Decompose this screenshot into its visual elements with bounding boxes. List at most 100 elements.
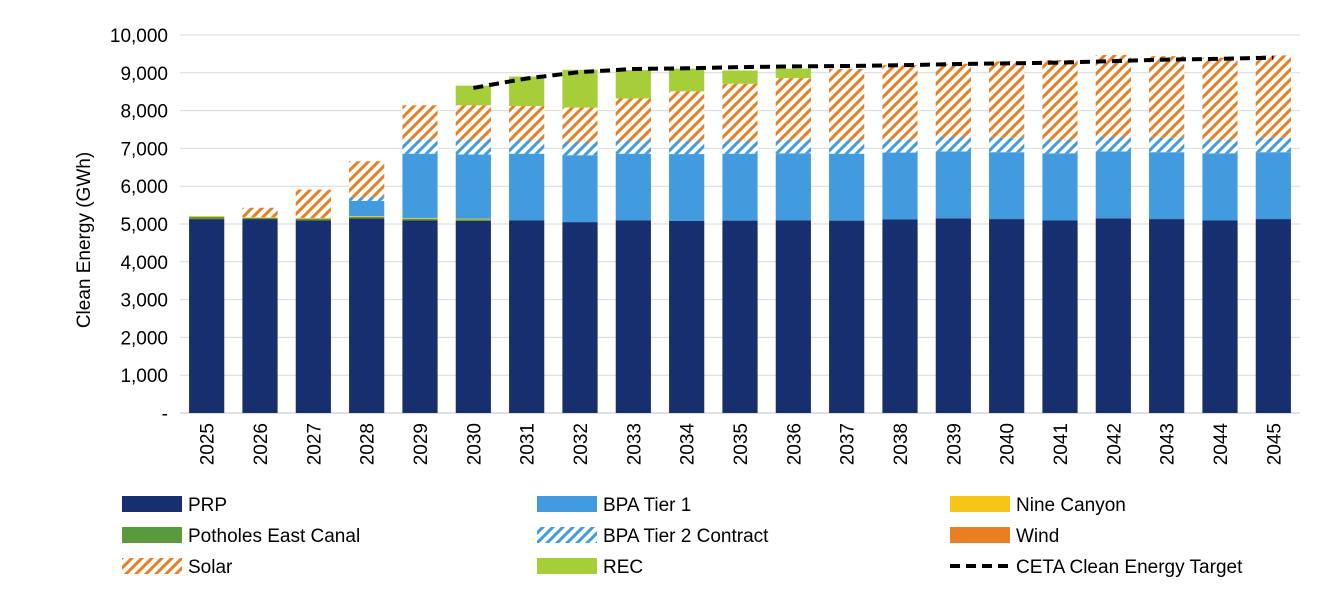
bar-bpa-tier-2-contract-2029 (402, 139, 438, 154)
bar-bpa-tier-2-contract-2028 (349, 197, 385, 201)
legend-item-bpa-tier-2-contract: BPA Tier 2 Contract (537, 526, 769, 547)
bar-bpa-tier-2-contract-2043 (1149, 137, 1185, 153)
bar-potholes-east-canal-2030 (455, 219, 491, 221)
bar-bpa-tier-2-contract-2045 (1255, 137, 1291, 153)
bar-bpa-tier-1-2030 (455, 154, 491, 219)
bar-bpa-tier-1-2029 (402, 153, 438, 218)
y-tick-label: 4,000 (120, 253, 168, 274)
bar-solar-2034 (669, 91, 705, 141)
bar-nine-canyon-2027 (295, 217, 331, 219)
bar-solar-2036 (775, 78, 811, 140)
bar-group-2039 (935, 63, 971, 413)
bar-solar-2032 (562, 107, 598, 142)
legend-swatch (122, 496, 182, 512)
x-tick-label: 2042 (1104, 423, 1125, 465)
y-tick-label: 7,000 (120, 139, 168, 160)
bar-solar-2044 (1202, 57, 1238, 140)
legend-swatch (537, 527, 597, 543)
legend-label: CETA Clean Energy Target (1016, 557, 1243, 578)
bar-bpa-tier-1-2041 (1042, 153, 1078, 221)
legend-swatch (537, 558, 597, 574)
ceta-target-line (472, 55, 1274, 90)
bar-group-2043 (1149, 56, 1185, 413)
bar-nine-canyon-2030 (455, 218, 491, 220)
bar-bpa-tier-1-2039 (935, 151, 971, 219)
bar-solar-2043 (1149, 56, 1185, 138)
bar-group-2026 (242, 207, 278, 413)
bar-bpa-tier-1-2044 (1202, 153, 1238, 221)
y-tick-label: 3,000 (120, 291, 168, 312)
bar-group-2036 (775, 68, 811, 413)
bar-bpa-tier-1-2043 (1149, 152, 1185, 220)
x-tick-label: 2031 (518, 423, 539, 465)
bar-bpa-tier-2-contract-2038 (882, 139, 918, 153)
bar-prp-2030 (455, 220, 491, 413)
bar-bpa-tier-1-2045 (1255, 152, 1291, 220)
bar-solar-2042 (1095, 55, 1131, 138)
legend-label: Nine Canyon (1016, 495, 1126, 516)
bar-prp-2029 (402, 220, 438, 413)
bar-group-2037 (829, 69, 865, 413)
bar-solar-2037 (829, 69, 865, 141)
bar-prp-2035 (722, 220, 758, 413)
bar-bpa-tier-1-2040 (989, 152, 1025, 220)
y-tick-labels: - 1,000 2,000 3,000 4,000 5,000 6,000 7,000 8,00… (110, 26, 168, 425)
y-tick-label: 2,000 (120, 328, 168, 349)
x-tick-label: 2040 (998, 423, 1019, 465)
bar-bpa-tier-2-contract-2033 (615, 140, 651, 154)
target-line-layer (472, 55, 1274, 90)
x-tick-label: 2039 (944, 423, 965, 465)
bar-group-2035 (722, 70, 758, 413)
bar-group-2031 (509, 76, 545, 413)
x-tick-label: 2035 (731, 423, 752, 465)
bar-group-2029 (402, 105, 438, 413)
bar-potholes-east-canal-2028 (349, 216, 385, 219)
x-tick-label: 2025 (198, 423, 219, 465)
bar-prp-2032 (562, 222, 598, 413)
legend-swatch (122, 527, 182, 543)
x-tick-label: 2044 (1211, 423, 1232, 466)
y-tick-label: 6,000 (120, 177, 168, 198)
bar-bpa-tier-2-contract-2039 (935, 137, 971, 152)
x-tick-label: 2029 (411, 423, 432, 465)
bar-nine-canyon-2025 (189, 216, 225, 217)
bar-solar-2030 (455, 105, 491, 140)
bar-rec-2036 (775, 68, 811, 79)
bar-group-2041 (1042, 59, 1078, 413)
legend-swatch (950, 496, 1010, 512)
bar-prp-2038 (882, 219, 918, 413)
bar-prp-2039 (935, 218, 971, 413)
y-tick-label: 1,000 (120, 366, 168, 387)
bar-bpa-tier-1-2038 (882, 152, 918, 220)
bar-solar-2028 (349, 161, 385, 198)
x-tick-label: 2038 (891, 423, 912, 465)
bar-solar-2038 (882, 65, 918, 140)
bar-bpa-tier-1-2035 (722, 153, 758, 221)
x-tick-label: 2043 (1158, 423, 1179, 465)
bar-nine-canyon-2029 (402, 217, 438, 219)
bar-bpa-tier-1-2033 (615, 153, 651, 221)
bar-group-2025 (189, 216, 225, 413)
x-tick-label: 2045 (1264, 423, 1285, 465)
bar-potholes-east-canal-2027 (295, 218, 331, 221)
bar-bpa-tier-2-contract-2041 (1042, 139, 1078, 154)
bar-bpa-tier-2-contract-2034 (669, 140, 705, 155)
y-tick-label: - (162, 404, 168, 425)
bar-bpa-tier-2-contract-2037 (829, 140, 865, 154)
bar-group-2034 (669, 68, 705, 413)
legend-swatch (537, 496, 597, 512)
x-tick-label: 2041 (1051, 423, 1072, 465)
legend-item-prp: PRP (122, 495, 227, 516)
legend-item-ceta-clean-energy-target: CETA Clean Energy Target (950, 557, 1243, 578)
bar-nine-canyon-2026 (242, 217, 278, 218)
x-tick-label: 2027 (304, 423, 325, 465)
legend-swatch (950, 527, 1010, 543)
bar-nine-canyon-2028 (349, 216, 385, 217)
legend-label: REC (603, 557, 643, 578)
x-tick-label: 2030 (464, 423, 485, 465)
legend-label: Solar (188, 557, 233, 578)
x-tick-labels: 2025 2026 2027 2028 2029 2030 2031 2032 2033 2034… (198, 423, 1286, 466)
y-tick-label: 5,000 (120, 215, 168, 236)
bar-prp-2043 (1149, 219, 1185, 413)
